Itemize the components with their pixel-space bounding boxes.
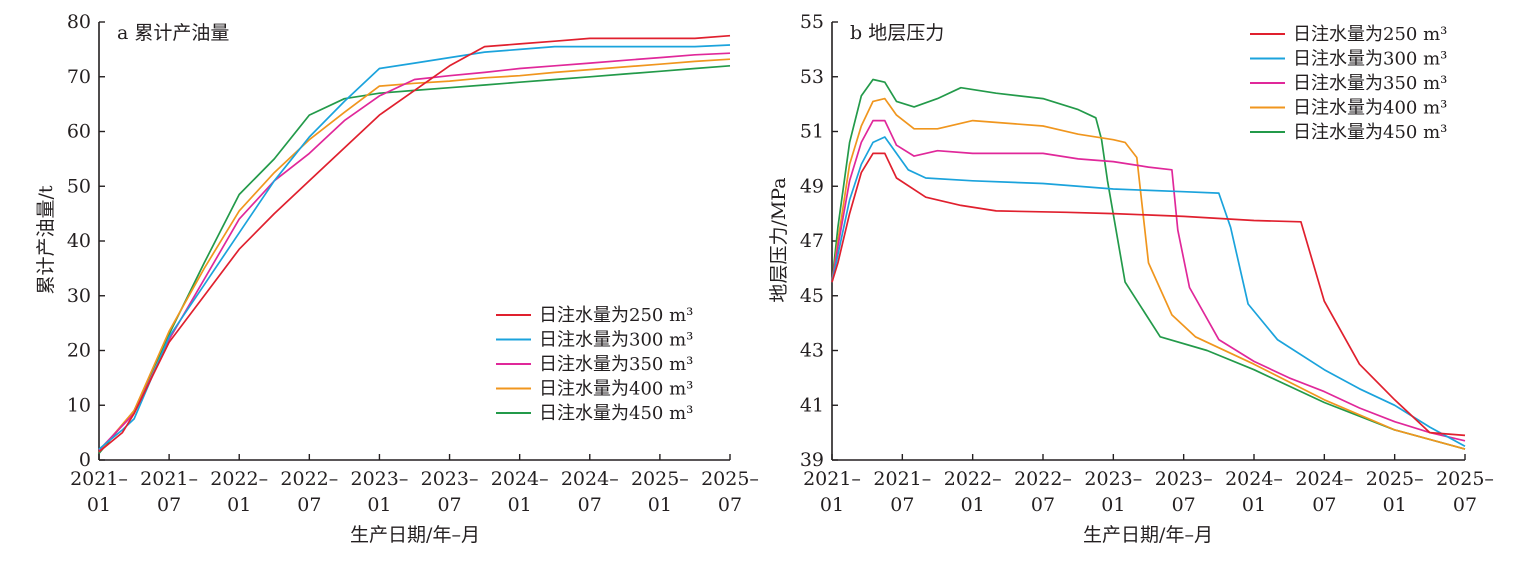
y-tick-label: 49 <box>800 175 824 197</box>
x-tick-label-year: 2024– <box>491 468 549 490</box>
x-tick-label-month: 01 <box>1383 494 1407 516</box>
x-axis-label: 生产日期/年–月 <box>1083 524 1213 546</box>
y-tick-label: 40 <box>67 230 91 252</box>
legend: 日注水量为250 m³ 日注水量为300 m³ 日注水量为350 m³ 日注水量为40… <box>496 305 693 424</box>
x-tick-label-year: 2022– <box>210 468 268 490</box>
x-tick-label-month: 01 <box>820 494 844 516</box>
y-tick-label: 47 <box>800 230 824 252</box>
x-axis-label: 生产日期/年–月 <box>350 524 480 546</box>
series-lines <box>831 78 1466 450</box>
x-tick-labels: 2021– 01 2021– 07 2022– 01 2022– 07 2023– 01 2023–… <box>70 468 759 516</box>
x-tick-label-year: 2023– <box>1155 468 1213 490</box>
x-tick-label-year: 2025– <box>1366 468 1424 490</box>
x-tick-label-month: 07 <box>718 494 742 516</box>
x-tick-label-year: 2023– <box>351 468 409 490</box>
y-tick-label: 45 <box>800 285 824 307</box>
y-tick-label: 20 <box>67 340 91 362</box>
legend-label: 日注水量为250 m³ <box>1293 24 1447 45</box>
series-line-400 <box>98 58 731 453</box>
x-tick-label-year: 2021– <box>803 468 861 490</box>
x-tick-label-month: 01 <box>961 494 985 516</box>
series-lines <box>98 34 731 454</box>
series-line-300 <box>831 136 1466 448</box>
y-tick-labels: 0 10 20 30 40 50 60 70 80 <box>67 11 91 471</box>
legend-label: 日注水量为350 m³ <box>1293 73 1447 94</box>
y-tick-label: 43 <box>800 340 824 362</box>
x-tick-label-month: 07 <box>890 494 914 516</box>
x-tick-label-year: 2025– <box>631 468 689 490</box>
legend-label: 日注水量为400 m³ <box>539 379 693 400</box>
series-line-250 <box>831 152 1466 437</box>
x-tick-label-month: 01 <box>648 494 672 516</box>
x-tick-label-month: 07 <box>1031 494 1055 516</box>
chart-title: a 累计产油量 <box>117 22 229 44</box>
axes <box>831 21 1466 461</box>
x-tick-label-year: 2025– <box>701 468 759 490</box>
y-tick-label: 10 <box>67 394 91 416</box>
legend-label: 日注水量为350 m³ <box>539 354 693 375</box>
series-line-450 <box>831 78 1466 450</box>
x-tick-label-month: 07 <box>157 494 181 516</box>
x-tick-label-month: 01 <box>227 494 251 516</box>
y-tick-label: 41 <box>800 394 824 416</box>
series-line-350 <box>98 52 731 451</box>
series-line-400 <box>831 97 1466 450</box>
y-tick-label: 53 <box>800 66 824 88</box>
legend-label: 日注水量为450 m³ <box>539 403 693 424</box>
x-tick-label-year: 2021– <box>70 468 128 490</box>
legend-label: 日注水量为450 m³ <box>1293 122 1447 143</box>
y-tick-label: 39 <box>800 449 824 471</box>
x-tick-label-month: 01 <box>1101 494 1125 516</box>
x-tick-labels: 2021– 01 2021– 07 2022– 01 2022– 07 2023– 01 2023–… <box>803 468 1494 516</box>
legend-label: 日注水量为250 m³ <box>539 305 693 326</box>
y-tick-label: 60 <box>67 121 91 143</box>
x-tick-label-month: 01 <box>367 494 391 516</box>
chart-panel-formation-pressure: 39 41 43 45 47 49 51 53 55 2021– 01 2021– 07 2022– 01… <box>768 11 1494 546</box>
x-tick-label-year: 2024– <box>561 468 619 490</box>
x-tick-label-year: 2023– <box>1084 468 1142 490</box>
y-tick-label: 55 <box>800 11 824 33</box>
y-tick-label: 51 <box>800 121 824 143</box>
x-tick-label-year: 2024– <box>1225 468 1283 490</box>
x-tick-label-year: 2022– <box>944 468 1002 490</box>
x-tick-label-year: 2022– <box>1014 468 1072 490</box>
x-tick-label-year: 2023– <box>421 468 479 490</box>
y-axis-label: 累计产油量/t <box>35 185 57 294</box>
legend: 日注水量为250 m³ 日注水量为300 m³ 日注水量为350 m³ 日注水量为40… <box>1250 24 1447 143</box>
legend-label: 日注水量为400 m³ <box>1293 98 1447 119</box>
x-tick-label-month: 07 <box>578 494 602 516</box>
y-tick-label: 70 <box>67 66 91 88</box>
x-tick-label-month: 07 <box>1453 494 1477 516</box>
y-tick-label: 80 <box>67 11 91 33</box>
y-tick-label: 0 <box>79 449 91 471</box>
legend-label: 日注水量为300 m³ <box>539 330 693 351</box>
x-tick-label-month: 07 <box>1172 494 1196 516</box>
y-tick-label: 50 <box>67 175 91 197</box>
x-tick-label-month: 07 <box>297 494 321 516</box>
chart-title: b 地层压力 <box>850 22 944 44</box>
legend-label: 日注水量为300 m³ <box>1293 49 1447 70</box>
x-tick-label-year: 2021– <box>873 468 931 490</box>
x-tick-label-year: 2024– <box>1295 468 1353 490</box>
series-line-350 <box>831 119 1466 442</box>
x-tick-label-month: 07 <box>1312 494 1336 516</box>
y-tick-label: 30 <box>67 285 91 307</box>
x-tick-label-month: 01 <box>508 494 532 516</box>
x-tick-label-year: 2021– <box>140 468 198 490</box>
y-tick-labels: 39 41 43 45 47 49 51 53 55 <box>800 11 824 471</box>
x-tick-label-month: 07 <box>437 494 461 516</box>
series-line-300 <box>98 44 731 450</box>
x-tick-label-month: 01 <box>1242 494 1266 516</box>
x-tick-label-month: 01 <box>87 494 111 516</box>
x-tick-label-year: 2022– <box>280 468 338 490</box>
y-axis-label: 地层压力/MPa <box>768 177 790 302</box>
series-line-250 <box>98 34 731 453</box>
x-tick-label-year: 2025– <box>1436 468 1494 490</box>
axes <box>98 21 731 461</box>
